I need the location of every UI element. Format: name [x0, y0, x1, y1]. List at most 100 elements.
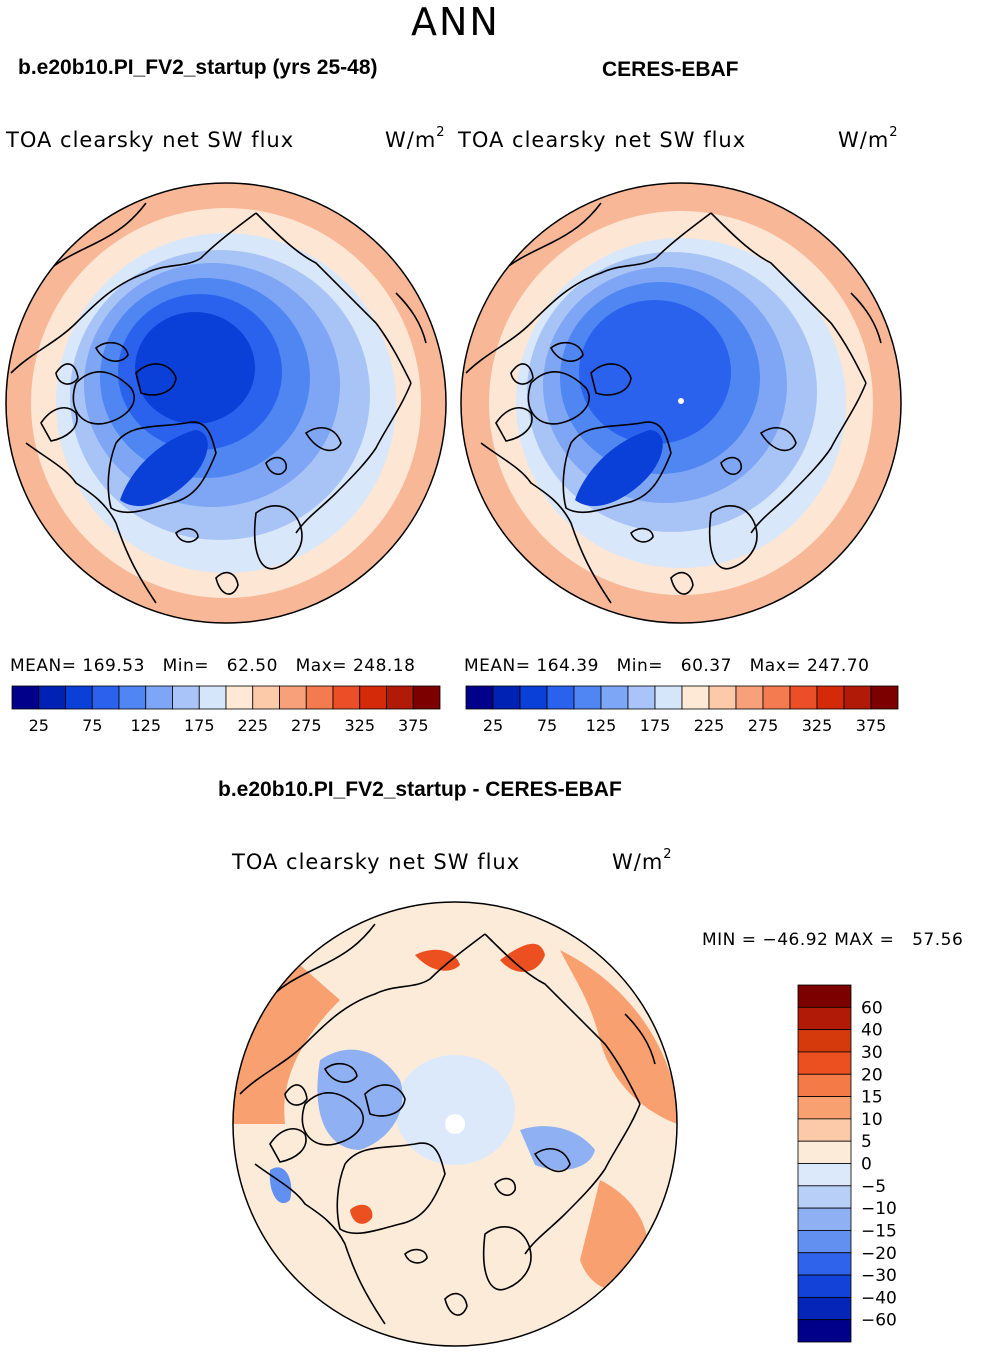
diff-colorbar-swatch	[797, 1185, 852, 1209]
diff-colorbar-swatch	[797, 1230, 852, 1254]
panel1-colorbar-swatch	[279, 685, 307, 710]
panel2-colorbar-swatch	[627, 685, 656, 710]
diff-colorbar-label: −15	[861, 1221, 897, 1241]
diff-polar-map	[233, 902, 677, 1346]
panel1-colorbar-tick-label: 225	[237, 716, 268, 735]
panel1-colorbar-tick-label: 175	[184, 716, 215, 735]
panel1-case-title: b.e20b10.PI_FV2_startup (yrs 25-48)	[18, 56, 378, 79]
diff-colorbar-swatch	[797, 1319, 852, 1343]
panel1-colorbar-swatch	[38, 685, 66, 710]
panel2-colorbar-swatch	[735, 685, 764, 710]
panel2-colorbar-swatch	[492, 685, 521, 710]
panel2-colorbar-tick-label: 25	[483, 716, 503, 735]
panel1-colorbar-swatch	[172, 685, 200, 710]
panel2-polar-map	[461, 183, 901, 623]
panel2-map-border	[460, 182, 902, 624]
panel1-colorbar-tick-label: 275	[291, 716, 322, 735]
panel2-colorbar-tick-label: 175	[640, 716, 671, 735]
diff-colorbar-swatch	[797, 1096, 852, 1120]
panel1-colorbar: 25 75 125 175 225 275 325 375	[11, 685, 441, 735]
panel2-colorbar-swatch	[681, 685, 710, 710]
panel2-colorbar-swatch	[600, 685, 629, 710]
panel1-colorbar-tick-label: 325	[344, 716, 375, 735]
panel2-colorbar-tick-label: 75	[537, 716, 557, 735]
diff-colorbar-swatch	[797, 1051, 852, 1075]
diff-colorbar-label: −40	[861, 1288, 897, 1308]
panel2-colorbar-swatch	[654, 685, 683, 710]
diff-case-title: b.e20b10.PI_FV2_startup - CERES-EBAF	[218, 778, 622, 801]
panel2-colorbar-swatch	[816, 685, 845, 710]
panel2-colorbar-tick-label: 225	[694, 716, 725, 735]
diff-colorbar-swatch	[797, 1118, 852, 1142]
diff-variable-label: TOA clearsky net SW flux	[232, 850, 521, 874]
panel1-colorbar-swatch	[118, 685, 147, 710]
diff-colorbar-swatch	[797, 1006, 852, 1031]
panel1-map-border	[5, 182, 447, 624]
diff-colorbar-swatch	[797, 1029, 852, 1053]
diff-colorbar-swatch	[797, 1274, 852, 1298]
panel1-polar-map	[6, 183, 446, 623]
panel2-colorbar-swatch	[789, 685, 818, 710]
diff-units-label: W/m2	[612, 847, 673, 874]
panel1-colorbar-swatch	[252, 685, 280, 710]
panel2-units-label: W/m2	[838, 125, 899, 152]
diff-colorbar-label: 15	[861, 1088, 883, 1108]
diff-colorbar-swatch	[797, 984, 852, 1008]
panel2-colorbar-swatch	[762, 685, 791, 710]
panel1-colorbar-swatch	[332, 685, 361, 710]
diff-colorbar-label: 10	[861, 1110, 883, 1130]
panel1-colorbar-swatch	[65, 685, 93, 710]
panel2-colorbar-tick-label: 375	[856, 716, 887, 735]
season-title: ANN	[411, 0, 500, 44]
panel1-colorbar-swatch	[412, 685, 441, 710]
diff-colorbar-swatch	[797, 1296, 852, 1321]
diff-colorbar-swatch	[797, 1207, 852, 1231]
diff-colorbar-label: 20	[861, 1065, 883, 1085]
panel1-colorbar-swatch	[359, 685, 387, 710]
panel1-colorbar-tick-label: 125	[130, 716, 161, 735]
panel1-colorbar-tick-label: 25	[29, 716, 49, 735]
panel1-colorbar-swatch	[225, 685, 254, 710]
panel2-colorbar-swatch	[708, 685, 737, 710]
diff-colorbar-label: 0	[861, 1155, 872, 1175]
panel2-variable-label: TOA clearsky net SW flux	[458, 128, 747, 152]
diff-colorbar-label: 60	[861, 998, 883, 1018]
diff-colorbar-label: −5	[861, 1177, 886, 1197]
panel1-variable-label: TOA clearsky net SW flux	[6, 128, 295, 152]
panel2-colorbar: 25 75 125 175 225 275 325 375	[465, 685, 899, 735]
panel2-colorbar-tick-label: 275	[748, 716, 779, 735]
diff-colorbar-label: 40	[861, 1021, 883, 1041]
diff-colorbar-swatch	[797, 1073, 852, 1097]
panel2-colorbar-swatch	[546, 685, 575, 710]
diff-colorbar-label: −30	[861, 1266, 897, 1286]
panel2-colorbar-swatch	[465, 685, 494, 710]
panel1-colorbar-swatch	[91, 685, 120, 710]
diff-colorbar-label: −10	[861, 1199, 897, 1219]
diff-colorbar-swatch	[797, 1140, 852, 1164]
panel2-colorbar-swatch	[870, 685, 899, 710]
panel1-colorbar-swatch	[11, 685, 40, 710]
panel2-colorbar-swatch	[573, 685, 602, 710]
panel2-colorbar-swatch	[843, 685, 872, 710]
diff-colorbar-label: −20	[861, 1244, 897, 1264]
diff-colorbar-label: −60	[861, 1311, 897, 1331]
panel1-colorbar-swatch	[305, 685, 334, 710]
panel2-colorbar-tick-label: 325	[802, 716, 833, 735]
panel1-colorbar-swatch	[198, 685, 227, 710]
panel2-colorbar-tick-label: 125	[586, 716, 617, 735]
diff-map-border	[232, 901, 678, 1347]
diff-colorbar-label: 5	[861, 1132, 872, 1152]
panel2-stats: MEAN= 164.39 Min= 60.37 Max= 247.70	[464, 656, 870, 676]
diff-colorbar-swatch	[797, 1252, 852, 1276]
panel1-colorbar-swatch	[386, 685, 414, 710]
diff-minmax: MIN = −46.92 MAX = 57.56	[702, 930, 964, 950]
panel1-colorbar-tick-label: 375	[398, 716, 429, 735]
panel2-colorbar-swatch	[519, 685, 548, 710]
panel1-colorbar-tick-label: 75	[82, 716, 102, 735]
diff-colorbar-label: 30	[861, 1043, 883, 1063]
panel1-colorbar-swatch	[145, 685, 173, 710]
panel2-case-title: CERES-EBAF	[602, 58, 739, 81]
panel1-stats: MEAN= 169.53 Min= 62.50 Max= 248.18	[10, 656, 416, 676]
